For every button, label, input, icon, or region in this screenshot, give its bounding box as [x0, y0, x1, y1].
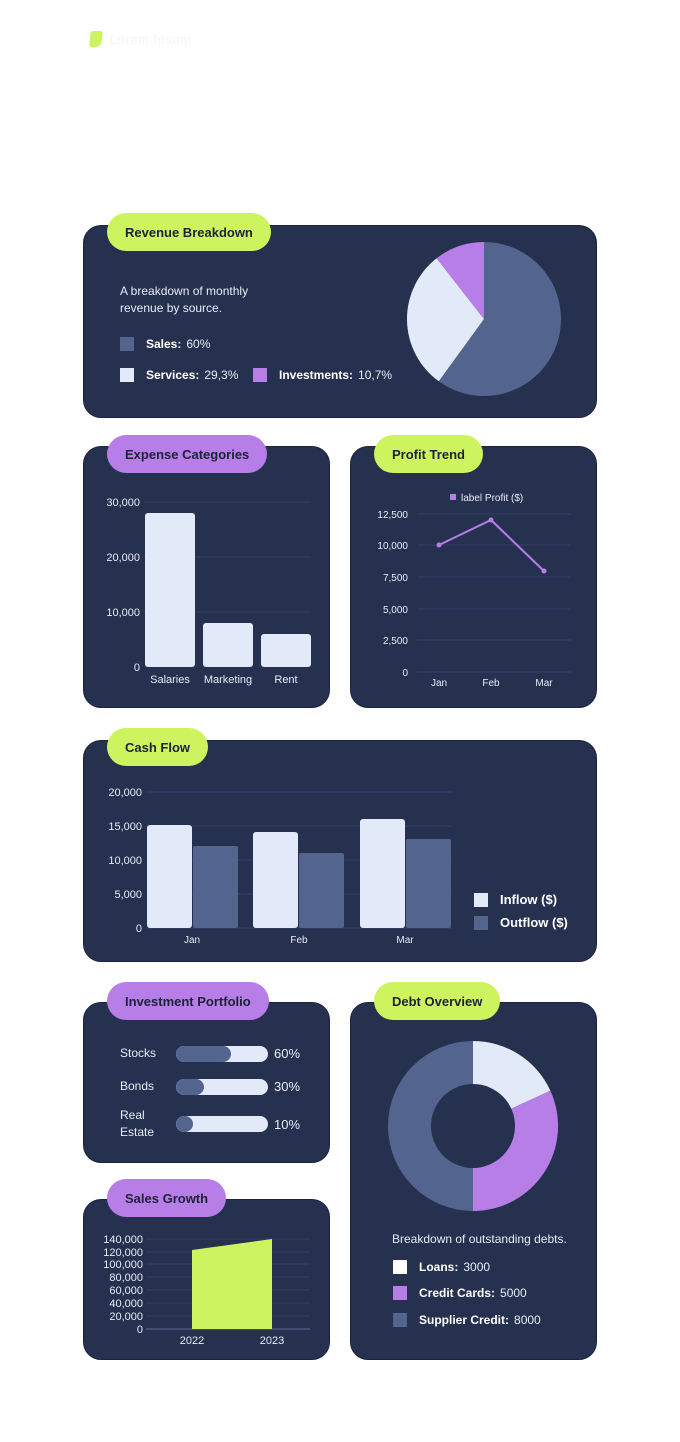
- legend-supplier-credit: Supplier Credit: 8000: [393, 1313, 541, 1327]
- svg-text:120,000: 120,000: [103, 1247, 143, 1259]
- sales-growth-area-chart: 140,000 120,000 100,000 80,000 60,000 40…: [103, 1234, 310, 1347]
- swatch-services: [120, 368, 134, 382]
- svg-text:5,000: 5,000: [114, 889, 142, 901]
- svg-text:Feb: Feb: [482, 678, 500, 689]
- cash-flow-bar-chart: 20,000 15,000 10,000 5,000 0 Jan Feb Mar: [108, 787, 452, 946]
- svg-text:20,000: 20,000: [109, 1311, 143, 1323]
- expense-bar-chart: 30,000 20,000 10,000 0 Salaries Marketin…: [106, 497, 311, 686]
- profit-legend: label Profit ($): [461, 493, 523, 504]
- svg-text:30,000: 30,000: [106, 497, 140, 509]
- svg-text:7,500: 7,500: [383, 573, 408, 584]
- expense-categories-title: Expense Categories: [107, 435, 268, 473]
- debt-overview-title: Debt Overview: [374, 982, 501, 1020]
- progress-bar-stocks: [176, 1045, 268, 1062]
- svg-text:Jan: Jan: [431, 678, 447, 689]
- svg-text:Salaries: Salaries: [150, 674, 190, 686]
- portfolio-row-stocks: Stocks 60%: [120, 1045, 301, 1062]
- legend-loans: Loans: 3000: [393, 1260, 490, 1274]
- legend-credit-cards: Credit Cards: 5000: [393, 1286, 527, 1300]
- sales-growth-card: 140,000 120,000 100,000 80,000 60,000 40…: [83, 1199, 330, 1360]
- debt-donut-chart: [388, 1041, 559, 1211]
- progress-bar-bonds: [176, 1078, 268, 1095]
- legend-investments: Investments: 10,7%: [253, 368, 392, 382]
- revenue-breakdown-card: A breakdown of monthly revenue by source…: [83, 225, 597, 418]
- legend-outflow: Outflow ($): [474, 915, 573, 930]
- svg-text:Rent: Rent: [274, 674, 297, 686]
- svg-text:Marketing: Marketing: [204, 674, 252, 686]
- portfolio-row-real-estate: Real Estate 10%: [120, 1108, 301, 1139]
- revenue-pie-chart: [406, 242, 562, 396]
- svg-text:Jan: Jan: [184, 935, 200, 946]
- logo-text: Lorem Ipsum: [110, 31, 192, 47]
- svg-text:140,000: 140,000: [103, 1234, 143, 1246]
- profit-trend-title: Profit Trend: [374, 435, 483, 473]
- investment-portfolio-card: Stocks 60% Bonds 30% Real Estate 10%: [83, 1002, 330, 1163]
- svg-text:Mar: Mar: [535, 678, 553, 689]
- logo-mark-icon: [89, 31, 103, 47]
- swatch-outflow: [474, 915, 488, 930]
- progress-bar-real-estate: [176, 1116, 268, 1132]
- svg-text:2023: 2023: [260, 1335, 284, 1347]
- svg-text:40,000: 40,000: [109, 1298, 143, 1310]
- swatch-credit-cards: [393, 1286, 407, 1300]
- svg-text:10,000: 10,000: [377, 541, 408, 552]
- svg-text:20,000: 20,000: [108, 787, 142, 799]
- legend-sales: Sales: 60%: [120, 337, 210, 351]
- cash-flow-card: 20,000 15,000 10,000 5,000 0 Jan Feb Mar…: [83, 740, 597, 962]
- swatch-supplier-credit: [393, 1313, 407, 1327]
- legend-inflow: Inflow ($): [474, 892, 562, 907]
- debt-overview-card: Breakdown of outstanding debts. Loans: 3…: [350, 1002, 597, 1360]
- svg-text:15,000: 15,000: [108, 821, 142, 833]
- revenue-description: A breakdown of monthly revenue by source…: [120, 284, 249, 315]
- profit-line-chart: label Profit ($) 12,500 10,000 7,500 5,0…: [377, 493, 571, 689]
- logo: Lorem Ipsum: [89, 31, 192, 47]
- svg-text:Mar: Mar: [396, 935, 414, 946]
- investment-portfolio-title: Investment Portfolio: [107, 982, 269, 1020]
- svg-text:10,000: 10,000: [108, 855, 142, 867]
- expense-categories-card: 30,000 20,000 10,000 0 Salaries Marketin…: [83, 446, 330, 708]
- swatch-investments: [253, 368, 267, 382]
- svg-text:2,500: 2,500: [383, 636, 408, 647]
- svg-text:Feb: Feb: [290, 935, 308, 946]
- svg-text:12,500: 12,500: [377, 510, 408, 521]
- svg-text:5,000: 5,000: [383, 605, 408, 616]
- swatch-sales: [120, 337, 134, 351]
- svg-text:60,000: 60,000: [109, 1285, 143, 1297]
- svg-text:20,000: 20,000: [106, 552, 140, 564]
- svg-text:0: 0: [134, 662, 140, 674]
- svg-text:0: 0: [137, 1324, 143, 1336]
- debt-description: Breakdown of outstanding debts.: [392, 1232, 567, 1246]
- legend-services: Services: 29,3%: [120, 368, 238, 382]
- sales-growth-title: Sales Growth: [107, 1179, 227, 1217]
- svg-text:0: 0: [136, 923, 142, 935]
- svg-text:0: 0: [402, 668, 408, 679]
- svg-text:2022: 2022: [180, 1335, 204, 1347]
- swatch-inflow: [474, 892, 488, 907]
- swatch-loans: [393, 1260, 407, 1274]
- portfolio-row-bonds: Bonds 30%: [120, 1078, 301, 1095]
- profit-trend-card: label Profit ($) 12,500 10,000 7,500 5,0…: [350, 446, 597, 708]
- svg-text:100,000: 100,000: [103, 1259, 143, 1271]
- svg-text:80,000: 80,000: [109, 1272, 143, 1284]
- svg-text:10,000: 10,000: [106, 607, 140, 619]
- revenue-breakdown-title: Revenue Breakdown: [107, 213, 271, 251]
- cash-flow-title: Cash Flow: [107, 728, 209, 766]
